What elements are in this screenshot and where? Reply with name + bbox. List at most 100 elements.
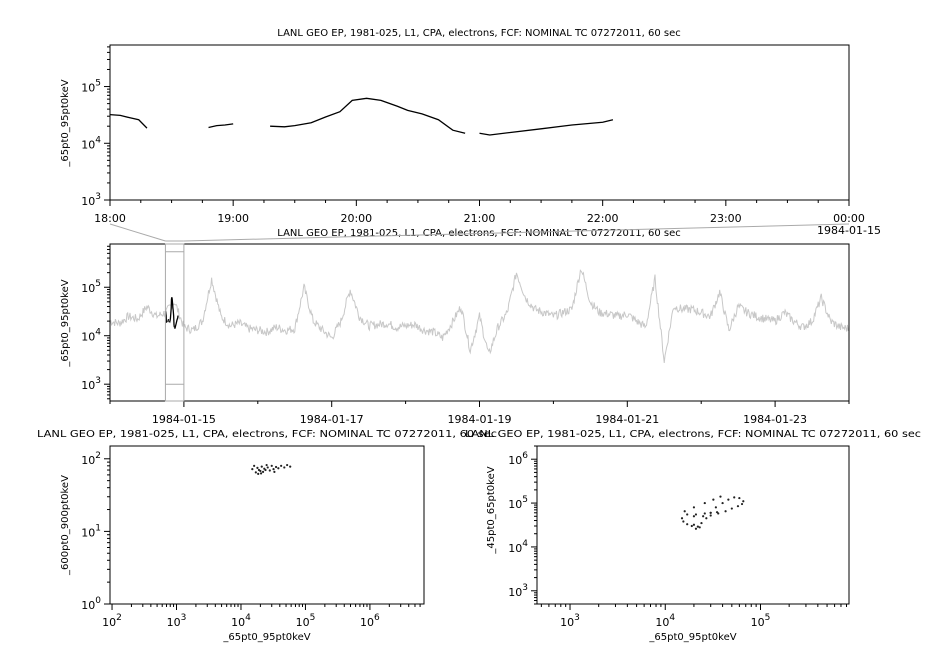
panel2-ytick-label: 104 xyxy=(81,328,101,344)
panel3-scatter-point xyxy=(260,465,263,468)
panel4-xtick-label: 104 xyxy=(655,613,675,629)
panel4-scatter-point xyxy=(719,495,722,498)
panel4-scatter-point xyxy=(730,507,733,510)
panel4-scatter-point xyxy=(736,505,740,508)
panel2-highlight-series xyxy=(168,297,175,328)
panel4-xlabel: _65pt0_95pt0keV xyxy=(648,632,736,643)
panel4-scatter-point xyxy=(683,510,686,513)
panel1-ytick-label: 105 xyxy=(81,79,101,95)
panel3-scatter-point xyxy=(253,464,256,467)
panel4-scatter-point xyxy=(740,502,744,506)
panel4-ytick-label: 105 xyxy=(508,495,528,511)
panel4-scatter-point xyxy=(692,515,696,518)
panel2-frame xyxy=(109,243,850,402)
panel3-xtick-label: 104 xyxy=(231,613,251,629)
panel3-frame xyxy=(109,445,425,605)
panel4-ytick-label: 106 xyxy=(508,451,528,467)
panel2-xtick-label: 1984-01-19 xyxy=(448,413,512,426)
panel4-scatter-point xyxy=(703,501,706,505)
panel4-scatter-point xyxy=(680,517,684,520)
panel2-xtick-label: 1984-01-23 xyxy=(743,413,807,426)
panel4-scatter-point xyxy=(692,523,696,526)
panel4-scatter-point xyxy=(742,500,745,503)
panel3-scatter-point xyxy=(270,464,273,467)
panel4-ytick-label: 103 xyxy=(508,583,528,599)
panel1-xtick-label: 21:00 xyxy=(464,212,496,225)
panel4-scatter-point xyxy=(694,527,698,530)
panel4-xtick-label: 105 xyxy=(751,613,771,629)
panel1-series-segment xyxy=(208,123,234,129)
panel3-scatter-point xyxy=(274,465,278,469)
panel3-scatter-point xyxy=(289,465,292,468)
panel4-frame xyxy=(536,445,850,605)
panel3-scatter-point xyxy=(261,470,265,473)
panel3-ytick-label: 100 xyxy=(81,596,101,612)
panel1-ylabel: _65pt0_95pt0keV xyxy=(60,79,71,167)
panel2-ylabel: _65pt0_95pt0keV xyxy=(60,279,71,367)
panel1-xtick-label: 19:00 xyxy=(217,212,249,225)
panel1-series-segment xyxy=(479,119,614,136)
panel2-highlight-series xyxy=(174,315,179,329)
panel4-scatter-point xyxy=(715,511,719,514)
panel3-scatter-point xyxy=(277,467,280,470)
panel3-scatter-point xyxy=(254,471,257,474)
panel4-scatter-point xyxy=(727,498,730,501)
panel3-scatter-point xyxy=(273,470,276,473)
panel4-ytick-label: 104 xyxy=(508,539,528,555)
panel3-ylabel: _600pt0_900pt0keV xyxy=(60,475,71,576)
panel1-ytick-label: 104 xyxy=(81,135,101,151)
panel4-scatter-point xyxy=(700,521,703,525)
panel4-scatter-point xyxy=(709,511,712,514)
panel4-scatter-point xyxy=(702,515,705,518)
panel4-scatter-point xyxy=(712,498,715,501)
panel1-series-segment xyxy=(109,113,148,129)
panel3-scatter-point xyxy=(265,463,268,467)
panel3-scatter-point xyxy=(259,472,263,475)
panel2-ytick-label: 103 xyxy=(81,376,101,392)
panel3-scatter-point xyxy=(272,468,275,471)
panel4-scatter-point xyxy=(686,513,689,516)
panel2-xtick-label: 1984-01-15 xyxy=(152,413,216,426)
panel4-scatter-point xyxy=(721,501,724,505)
panel3-xtick-label: 103 xyxy=(167,613,187,629)
panel3-xlabel: _65pt0_95pt0keV xyxy=(222,632,310,643)
panel1-xtick-label: 23:00 xyxy=(710,212,742,225)
panel3-scatter-point xyxy=(259,469,262,473)
panel1-ytick-label: 103 xyxy=(81,192,101,208)
panel4-scatter-point xyxy=(703,512,706,515)
panel1-xtick-label: 20:00 xyxy=(340,212,372,225)
panel3-scatter-point xyxy=(266,466,269,469)
panel4-ylabel: _45pt0_65pt0keV xyxy=(486,466,497,554)
panel3-scatter-point xyxy=(280,464,283,467)
panel4-scatter-point xyxy=(696,525,699,528)
panel2-xtick-label: 1984-01-17 xyxy=(300,413,364,426)
panel3-title: LANL GEO EP, 1981-025, L1, CPA, electron… xyxy=(37,429,497,440)
panel2-context-series xyxy=(109,269,850,363)
panel1-xtick-label: 00:00 xyxy=(833,212,865,225)
panel3-scatter-point xyxy=(268,469,271,472)
panel4-scatter-point xyxy=(682,520,685,523)
panel2-xtick-label: 1984-01-21 xyxy=(595,413,659,426)
panel3-scatter-point xyxy=(283,466,286,469)
panel1-title: LANL GEO EP, 1981-025, L1, CPA, electron… xyxy=(277,28,680,39)
panel4-title: LANL GEO EP, 1981-025, L1, CPA, electron… xyxy=(465,429,921,440)
panel1-frame xyxy=(109,44,850,201)
panel2-ytick-label: 105 xyxy=(81,279,101,295)
panel3-scatter-point xyxy=(286,463,289,467)
panel3-scatter-point xyxy=(256,466,259,469)
panel4-scatter-point xyxy=(714,506,717,509)
panel4-scatter-point xyxy=(694,513,698,516)
panel1-series-segment xyxy=(270,97,466,134)
zoom-range-box xyxy=(164,243,185,402)
panel4-scatter-point xyxy=(692,506,696,509)
panel3-xtick-label: 102 xyxy=(102,613,122,629)
panel4-scatter-point xyxy=(733,496,736,499)
panel4-xtick-label: 103 xyxy=(560,613,580,629)
panel4-scatter-point xyxy=(709,514,712,517)
panel4-scatter-point xyxy=(686,523,689,526)
panel2-highlight-series xyxy=(167,318,170,323)
panel1-end-date-label: 1984-01-15 xyxy=(817,224,881,237)
panel3-scatter-point xyxy=(264,468,267,472)
panel3-xtick-label: 106 xyxy=(360,613,380,629)
